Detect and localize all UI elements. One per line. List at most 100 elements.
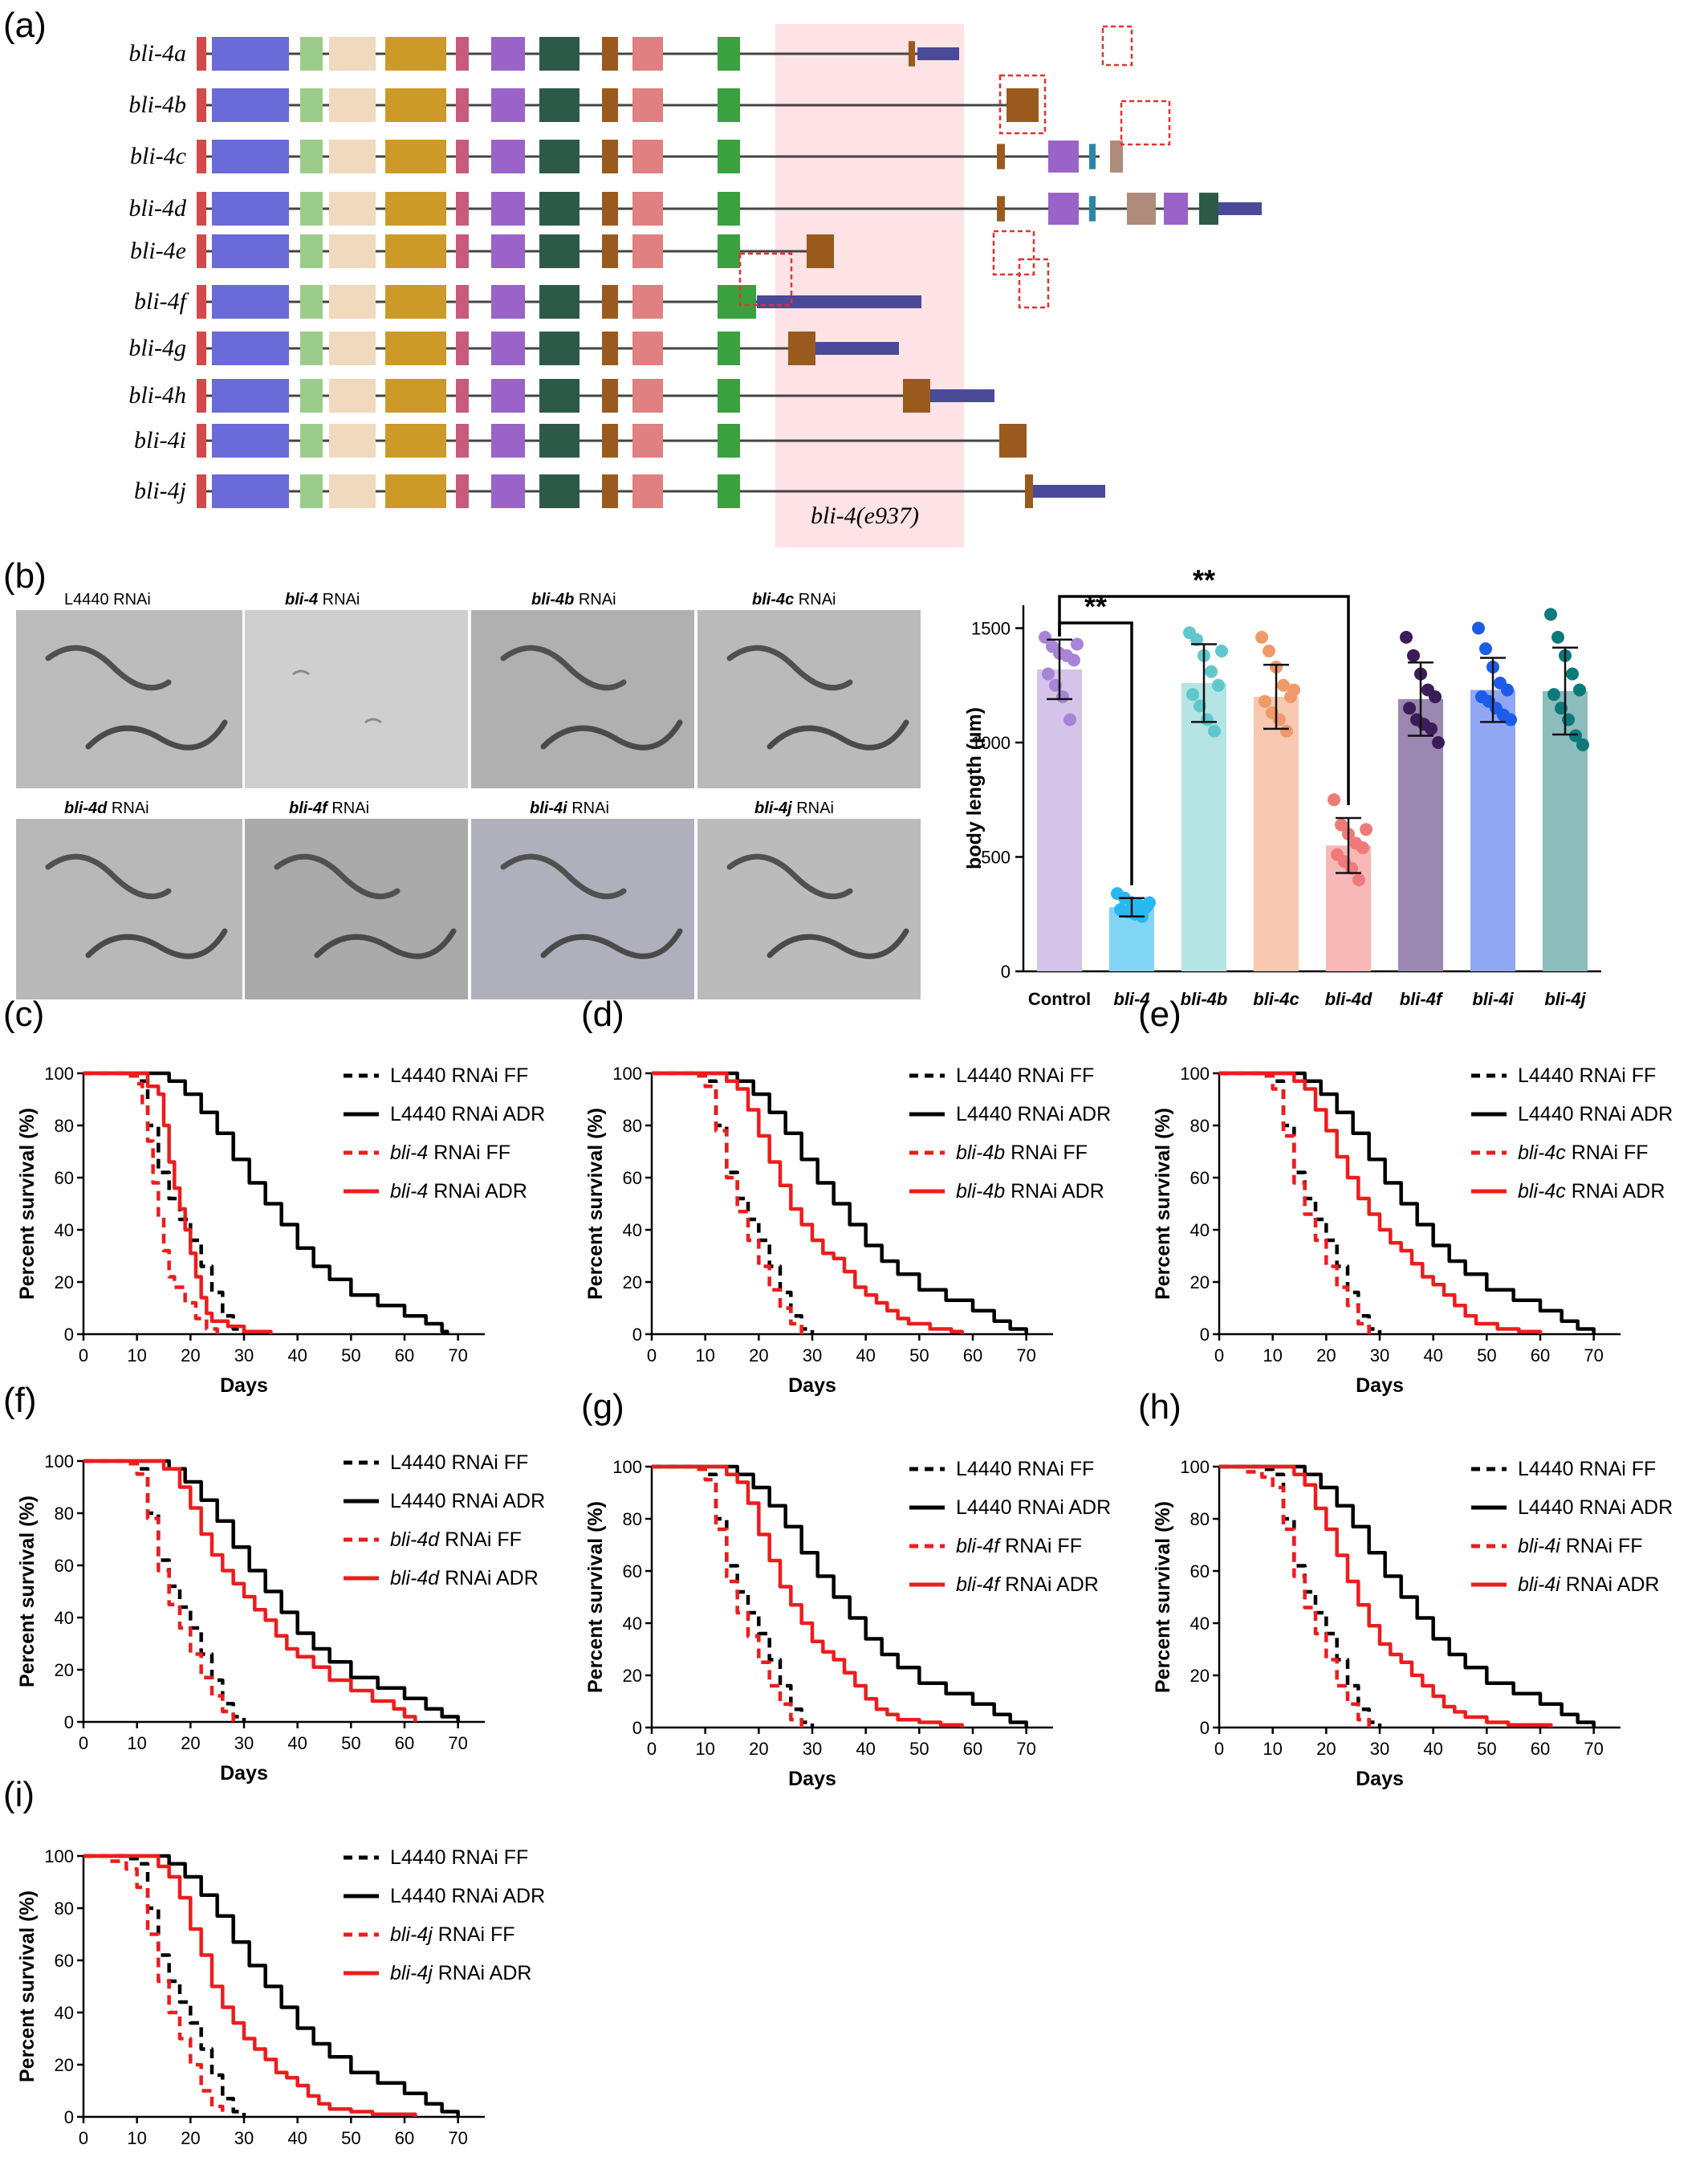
- survival-panel: (d) 0 20 40 60 80 100 0 10 20 30 40 50 60 70 Days Percen…: [581, 995, 1111, 1397]
- exon-block: [632, 140, 663, 173]
- legend-gene: bli-4j: [390, 1962, 433, 1984]
- data-point: [1208, 724, 1221, 738]
- x-tick-label: 0: [79, 2128, 88, 2148]
- x-tick-label: 30: [234, 1733, 254, 1753]
- x-tick-label: 0: [1214, 1345, 1224, 1365]
- isoform-label: bli-4a: [128, 40, 186, 67]
- data-point: [1573, 683, 1586, 697]
- isoform-specific-box: [738, 252, 793, 307]
- legend-label: L4440 RNAi ADR: [956, 1103, 1111, 1125]
- data-point: [1063, 713, 1076, 726]
- exon-block: [632, 37, 663, 71]
- x-tick-label: 20: [1316, 1345, 1336, 1365]
- exon-block: [385, 37, 446, 71]
- exon-block: [212, 474, 289, 508]
- data-point: [1551, 630, 1564, 644]
- exon-block: [539, 88, 580, 122]
- exon-block: [456, 474, 469, 508]
- x-tick-label: 30: [1370, 1739, 1389, 1759]
- legend-label: bli-4b RNAi ADR: [956, 1180, 1104, 1203]
- worm-shape: [540, 928, 683, 959]
- x-tick-label: 20: [181, 1345, 200, 1365]
- legend-label: L4440 RNAi ADR: [956, 1496, 1111, 1519]
- y-tick-label: 80: [55, 1899, 74, 1919]
- micrograph-caption: L4440 RNAi: [64, 591, 151, 608]
- panel-label: (c): [3, 995, 44, 1034]
- y-tick-label: 40: [1190, 1220, 1210, 1240]
- exon-block: [385, 424, 446, 458]
- legend-gene: bli-4d: [390, 1567, 440, 1589]
- micrograph-grid: L4440 RNAi bli-4 RNAi bli-4b RNAi bli-4c RN…: [16, 591, 921, 999]
- y-tick-label: 0: [1200, 1718, 1210, 1738]
- legend-text: RNAi ADR: [999, 1573, 1099, 1596]
- exon-block: [300, 285, 323, 319]
- isoform-specific-box: [1120, 100, 1171, 146]
- legend-label: L4440 RNAi ADR: [1518, 1496, 1673, 1519]
- data-point: [1352, 873, 1365, 886]
- exon-block: [1025, 474, 1033, 508]
- exon-block: [632, 285, 663, 319]
- data-point: [1356, 841, 1369, 855]
- data-point: [1259, 694, 1271, 708]
- bar: [1037, 669, 1082, 971]
- x-tick-label: 70: [448, 2128, 467, 2148]
- x-tick-label: 50: [341, 1733, 360, 1753]
- legend-gene: bli-4f: [956, 1535, 1002, 1557]
- x-axis-label: Days: [788, 1374, 836, 1397]
- worm-shape: [767, 719, 909, 751]
- x-tick-label: 10: [127, 2128, 146, 2148]
- x-tick-label: 70: [1584, 1739, 1603, 1759]
- x-tick-label: 60: [963, 1345, 982, 1365]
- x-tick-label: 50: [909, 1345, 929, 1365]
- data-point: [1273, 713, 1286, 726]
- y-tick-label: 1500: [971, 619, 1011, 639]
- exon-block: [491, 474, 525, 508]
- legend-text: RNAi FF: [433, 1923, 515, 1946]
- worm-shape: [45, 645, 172, 691]
- x-axis-label: Days: [220, 1374, 268, 1397]
- survival-curve: [83, 1071, 273, 1334]
- y-tick-label: 0: [632, 1718, 642, 1738]
- panel-label: (h): [1138, 1387, 1181, 1426]
- x-tick-label: 50: [1477, 1345, 1496, 1365]
- legend-gene: bli-4b: [956, 1142, 1005, 1164]
- x-tick-label: 60: [963, 1739, 982, 1759]
- data-point: [1407, 649, 1420, 662]
- significance-bracket: [1058, 595, 1350, 806]
- x-tick-label: 0: [647, 1345, 657, 1365]
- legend-label: L4440 RNAi ADR: [390, 1885, 545, 1907]
- isoform-label: bli-4j: [134, 478, 186, 504]
- data-point: [1432, 736, 1445, 749]
- exon-block: [212, 192, 289, 226]
- data-point: [1042, 667, 1055, 681]
- isoform-label: bli-4g: [128, 335, 186, 361]
- data-point: [1190, 633, 1203, 646]
- legend-gene: bli-4c: [1518, 1142, 1566, 1164]
- exon-block: [329, 37, 376, 71]
- exon-block: [456, 285, 469, 319]
- x-tick-label: 70: [448, 1345, 467, 1365]
- exon-block: [491, 379, 525, 413]
- panel-label: (g): [581, 1387, 624, 1426]
- exon-block: [602, 88, 618, 122]
- micrograph: [697, 819, 921, 999]
- legend-label: bli-4i RNAi FF: [1518, 1535, 1643, 1557]
- data-point: [1068, 653, 1080, 667]
- legend-gene: bli-4i: [1518, 1573, 1561, 1596]
- survival-curve: [1219, 1071, 1596, 1334]
- worm-shape: [767, 928, 909, 959]
- x-tick-label: 60: [395, 1733, 414, 1753]
- y-tick-label: 100: [44, 1064, 74, 1084]
- micrograph-image: [697, 610, 921, 788]
- legend-gene: bli-4d: [390, 1528, 440, 1551]
- data-point: [1255, 630, 1268, 644]
- worm-shape: [726, 853, 853, 900]
- caption-gene: bli-4j: [754, 800, 792, 817]
- exon-block: [632, 332, 663, 365]
- x-tick-label: 60: [1531, 1739, 1550, 1759]
- exon-block: [539, 379, 580, 413]
- data-point: [1547, 688, 1560, 702]
- category-label: bli-4: [1113, 989, 1149, 1009]
- utr-tail: [917, 47, 959, 60]
